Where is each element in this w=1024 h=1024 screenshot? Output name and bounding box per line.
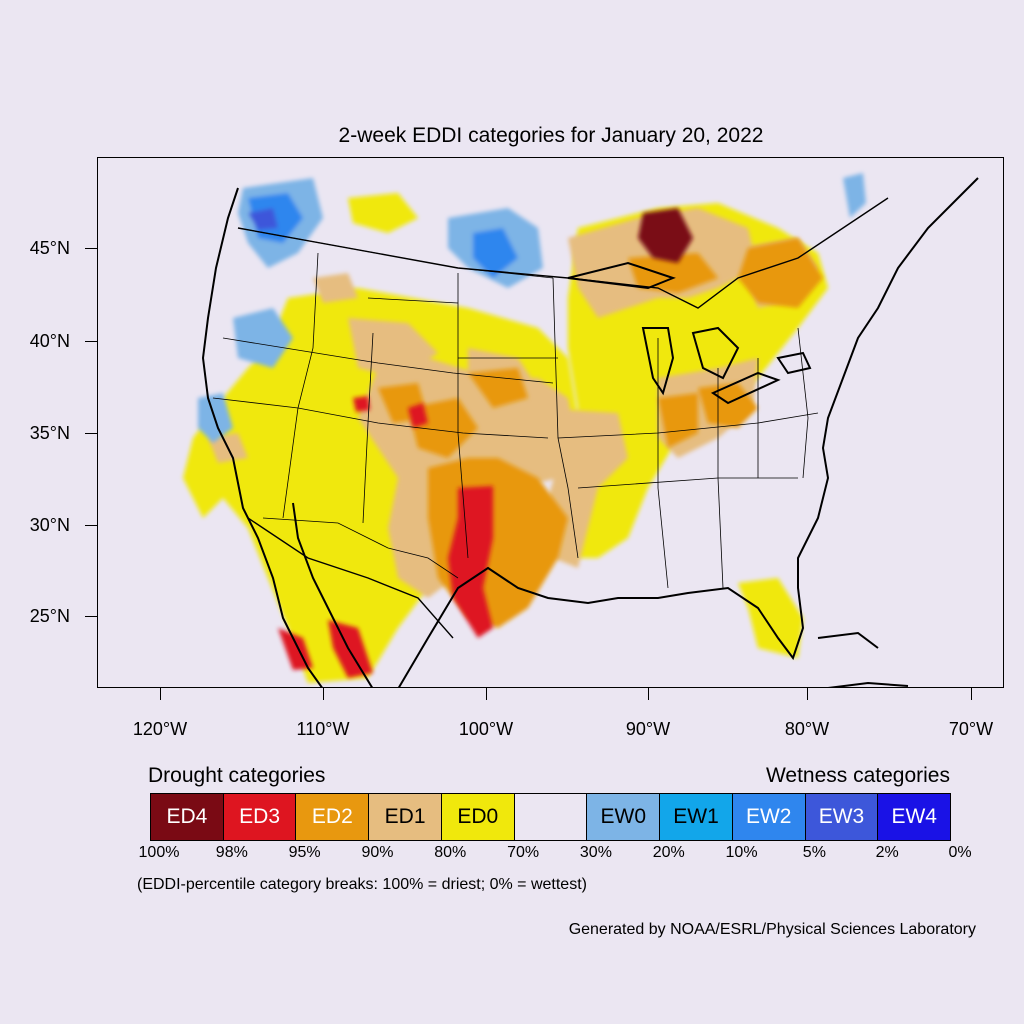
lat-label-35: 35°N	[29, 423, 70, 443]
lon-label-80: 80°W	[784, 719, 830, 739]
legend-swatch-ew4: EW4	[878, 794, 951, 840]
lon-label-90: 90°W	[625, 719, 671, 739]
legend-note: (EDDI-percentile category breaks: 100% =…	[137, 876, 587, 893]
lon-tick	[648, 688, 649, 700]
lon-label-110: 110°W	[296, 719, 350, 739]
percentile-label: 100%	[138, 844, 180, 861]
legend-swatch-ed2: ED2	[296, 794, 370, 840]
lat-label-25: 25°N	[29, 606, 70, 626]
map-canvas	[98, 158, 1003, 687]
lon-tick	[971, 688, 972, 700]
percentile-label: 5%	[802, 844, 826, 861]
lon-tick	[323, 688, 324, 700]
percentile-label: 80%	[434, 844, 467, 861]
ed3-regions	[278, 396, 493, 678]
coastlines	[201, 177, 979, 687]
percentile-label: 10%	[725, 844, 758, 861]
lon-label-120: 120°W	[132, 719, 188, 739]
lat-tick	[85, 616, 97, 617]
lat-tick	[85, 248, 97, 249]
legend-swatch-ew0: EW0	[587, 794, 661, 840]
lat-label-30: 30°N	[29, 515, 70, 535]
lat-tick	[85, 433, 97, 434]
lat-label-45: 45°N	[29, 238, 70, 258]
legend-color-bar: ED4 ED3 ED2 ED1 ED0 EW0 EW1 EW2 EW3 EW4	[150, 793, 951, 841]
percentile-label: 0%	[948, 844, 972, 861]
lon-tick	[160, 688, 161, 700]
legend-swatch-ed1: ED1	[369, 794, 442, 840]
map-title: 2-week EDDI categories for January 20, 2…	[338, 124, 764, 147]
legend-swatch-ed3: ED3	[223, 794, 297, 840]
percentile-label: 2%	[875, 844, 899, 861]
percentile-label: 20%	[652, 844, 685, 861]
ed4-regions	[638, 208, 693, 263]
legend-swatch-ew1: EW1	[660, 794, 733, 840]
percentile-label: 30%	[579, 844, 612, 861]
legend-swatch-neutral	[514, 794, 588, 840]
drought-categories-title: Drought categories	[148, 764, 326, 787]
legend-swatch-ew3: EW3	[805, 794, 879, 840]
legend-swatch-ed4: ED4	[151, 794, 224, 840]
legend-swatch-ew2: EW2	[732, 794, 806, 840]
lon-label-70: 70°W	[948, 719, 994, 739]
wetness-categories-title: Wetness categories	[765, 764, 950, 787]
lat-label-40: 40°N	[29, 331, 70, 351]
eddi-map	[97, 157, 1004, 688]
percentile-label: 90%	[361, 844, 394, 861]
percentile-label: 95%	[288, 844, 321, 861]
lon-label-100: 100°W	[458, 719, 514, 739]
lat-tick	[85, 341, 97, 342]
lat-tick	[85, 525, 97, 526]
legend-swatch-ed0: ED0	[441, 794, 515, 840]
credit-line: Generated by NOAA/ESRL/Physical Sciences…	[568, 921, 976, 938]
ew-regions	[198, 173, 866, 443]
international-borders	[237, 197, 889, 639]
lon-tick	[807, 688, 808, 700]
percentile-label: 70%	[507, 844, 540, 861]
lon-tick	[486, 688, 487, 700]
percentile-label: 98%	[215, 844, 248, 861]
